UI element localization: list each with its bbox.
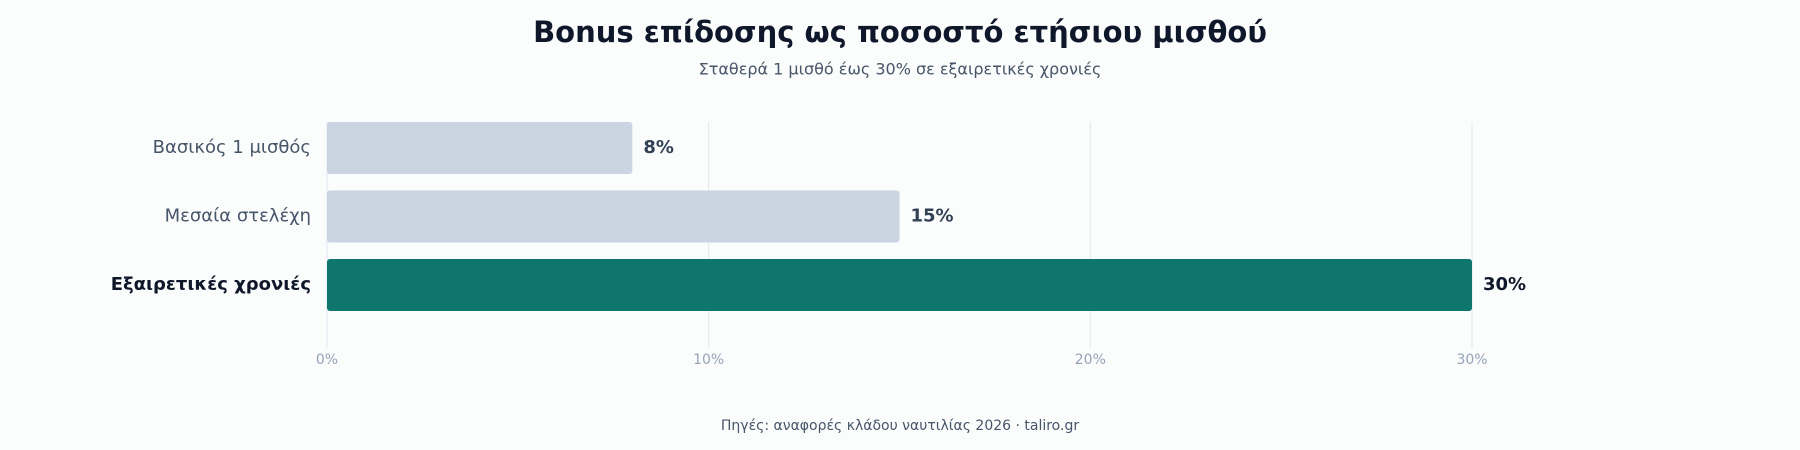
chart-title: Bonus επίδοσης ως ποσοστό ετήσιου μισθού <box>533 15 1267 49</box>
x-tick-label: 0% <box>316 352 338 368</box>
bar <box>327 259 1472 311</box>
category-label: Μεσαία στελέχη <box>165 206 311 227</box>
bar <box>327 122 633 174</box>
category-label: Εξαιρετικές χρονιές <box>111 274 311 295</box>
value-label: 30% <box>1483 274 1526 295</box>
value-label: 15% <box>911 206 954 227</box>
x-tick-label: 10% <box>693 352 724 368</box>
source-note: Πηγές: αναφορές κλάδου ναυτιλίας 2026 · … <box>721 418 1079 434</box>
value-label: 8% <box>643 137 674 158</box>
x-tick-label: 30% <box>1456 352 1487 368</box>
chart-subtitle: Σταθερά 1 μισθό έως 30% σε εξαιρετικές χ… <box>699 60 1102 79</box>
bar <box>327 190 900 243</box>
x-tick-label: 20% <box>1075 352 1106 368</box>
category-label: Βασικός 1 μισθός <box>153 137 311 158</box>
